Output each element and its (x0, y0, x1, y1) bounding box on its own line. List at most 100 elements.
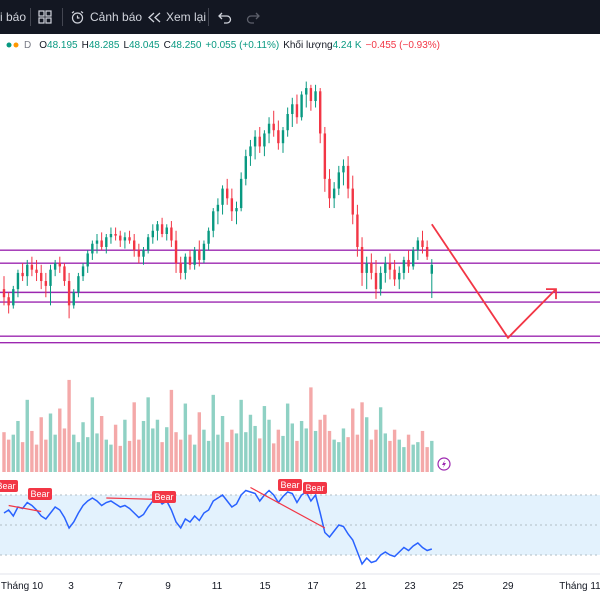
volume-bar (230, 429, 234, 472)
candle (7, 292, 10, 314)
candle (105, 234, 108, 254)
x-tick-label: Tháng 11 (559, 581, 600, 592)
volume-bar (346, 437, 350, 472)
volume-bar (16, 420, 20, 472)
volume-bar (34, 444, 39, 472)
divergence-line (8, 504, 42, 513)
volume-bar (411, 444, 415, 472)
redo-button[interactable] (246, 0, 260, 34)
candle (421, 230, 424, 254)
layout-button[interactable] (38, 0, 52, 34)
candle (151, 224, 154, 244)
volume-bar (290, 423, 294, 472)
candle (239, 172, 243, 212)
volume-bar (262, 406, 267, 472)
candle (165, 224, 168, 241)
candle (286, 107, 289, 137)
x-tick-label: 29 (502, 581, 514, 592)
candle (351, 175, 354, 225)
volume-bar (369, 439, 374, 472)
volume-bar (39, 417, 43, 472)
candle (393, 259, 396, 286)
volume-bar (388, 440, 392, 472)
candle (160, 217, 164, 238)
x-tick-label: 25 (452, 581, 464, 592)
volume-bar (304, 428, 308, 472)
alert-button[interactable]: Cảnh báo (70, 0, 142, 34)
volume-bar (11, 434, 15, 472)
candle (21, 263, 24, 282)
candle (133, 234, 136, 257)
volume-bar (234, 433, 239, 472)
candle (244, 149, 247, 186)
candle (342, 159, 345, 186)
candle (402, 256, 406, 280)
change-value: +0.055 (+0.11%) (205, 39, 280, 51)
candle (379, 266, 382, 296)
bear-divergence-label: Bear (0, 480, 18, 492)
x-tick-label: 21 (355, 581, 367, 592)
candle (291, 97, 294, 127)
volume-bar (137, 439, 141, 472)
candle (53, 259, 57, 277)
candle (109, 227, 113, 244)
candle (412, 246, 415, 270)
volume-bar (248, 414, 253, 472)
candle (49, 264, 52, 306)
volume-bar (81, 422, 85, 472)
candle (337, 165, 340, 196)
candle (123, 232, 127, 249)
candle (146, 234, 150, 254)
volume-bar (430, 440, 434, 472)
volume-value: 4.24 K (332, 39, 362, 51)
candle (305, 81, 308, 108)
candle (277, 120, 280, 150)
candle (249, 139, 252, 166)
candle (212, 208, 215, 238)
candle (86, 250, 89, 273)
volume-bar (30, 430, 34, 472)
volume-bar (179, 439, 183, 472)
close-value: 48.250 (170, 39, 202, 51)
volume-bar (109, 444, 113, 472)
volume-bar (332, 439, 336, 472)
svg-text:Bear: Bear (30, 489, 49, 499)
volume-bar (323, 414, 327, 472)
candle (72, 289, 75, 309)
volume-bar (313, 430, 318, 472)
candle (81, 263, 85, 282)
volume-bar (374, 429, 378, 472)
volume-bar (244, 432, 248, 472)
candle (319, 88, 322, 144)
alert-menu-partial[interactable]: i báo (0, 0, 26, 34)
volume-bar (151, 428, 155, 472)
volume-bar (392, 429, 397, 472)
volume-bar (258, 438, 262, 472)
candle (258, 126, 261, 153)
candle (184, 253, 187, 280)
replay-button[interactable]: Xem lại (148, 0, 206, 34)
svg-text:Bear: Bear (305, 483, 324, 493)
candle (332, 182, 336, 209)
rewind-icon (148, 12, 161, 22)
candle (314, 84, 317, 108)
volume-bar (44, 439, 48, 472)
volume-bar (406, 434, 411, 472)
undo-button[interactable] (218, 0, 232, 34)
candle (267, 117, 271, 144)
lightning-glyph (442, 460, 446, 468)
price-chart[interactable]: Bear Bear Bear Bear Bear Tháng 10 3 7 9 11 15 17 21… (0, 54, 600, 600)
candle (323, 126, 327, 192)
volume-bar (76, 442, 81, 472)
x-tick-label: 11 (212, 581, 223, 592)
redo-icon (246, 12, 260, 24)
volume-bar (72, 434, 76, 472)
candle (226, 178, 229, 205)
projection-arrow[interactable] (431, 223, 557, 340)
low-value: 48.045 (129, 39, 160, 51)
volume-bar (183, 403, 188, 472)
volume-bar (383, 433, 387, 472)
candle (384, 256, 387, 283)
high-label: H (81, 39, 89, 51)
volume-bar (202, 429, 206, 472)
